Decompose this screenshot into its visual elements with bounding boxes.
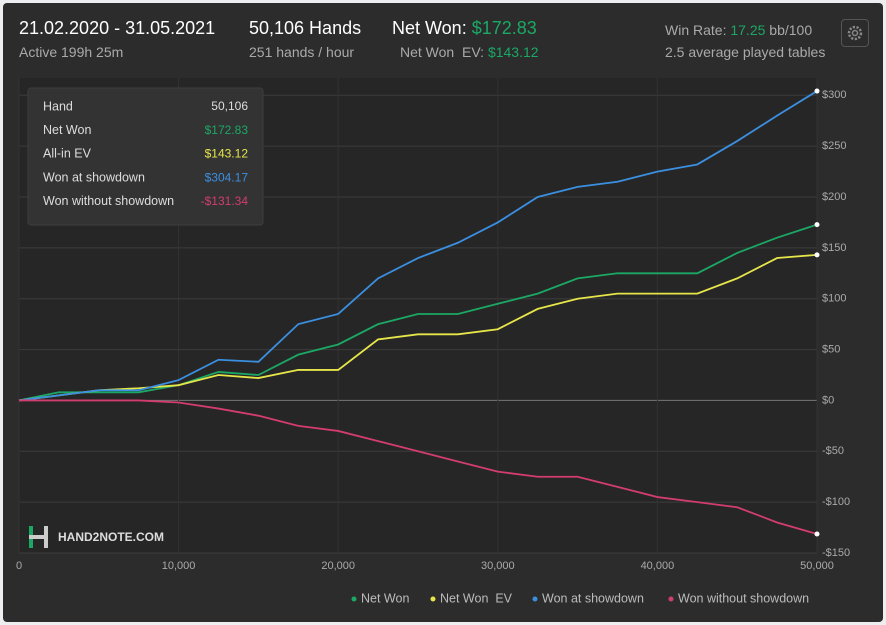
legend-marker — [351, 596, 357, 602]
hands: 50,106 Hands — [249, 18, 362, 38]
rate: 251 hands / hour — [249, 44, 355, 60]
logo-icon — [29, 535, 48, 539]
legend-label: Net Won — [361, 591, 409, 605]
legend-marker — [430, 596, 436, 602]
legend-label: Won without showdown — [678, 591, 809, 605]
x-tick-label: 40,000 — [641, 560, 675, 572]
x-tick-label: 50,000 — [800, 560, 834, 572]
tables: 2.5 average played tables — [665, 44, 826, 60]
y-tick-label: $50 — [822, 343, 840, 355]
tooltip-label: Won at showdown — [43, 170, 145, 184]
x-tick-label: 0 — [16, 560, 22, 572]
end-point — [814, 222, 820, 228]
tooltip-label: Hand — [43, 99, 73, 113]
y-tick-label: $200 — [822, 191, 846, 203]
y-tick-label: $250 — [822, 140, 846, 152]
y-tick-label: -$50 — [822, 445, 844, 457]
gear-icon — [847, 25, 863, 41]
legend-marker — [668, 596, 674, 602]
y-tick-label: $100 — [822, 293, 846, 305]
ev-value: $143.12 — [487, 44, 539, 60]
ev-label: Net Won EV: — [400, 44, 485, 60]
y-tick-label: -$100 — [822, 496, 850, 508]
logo-text: HAND2NOTE.COM — [58, 530, 164, 544]
tooltip-label: Net Won — [43, 123, 91, 137]
tooltip-label: Won without showdown — [43, 194, 174, 208]
y-tick-label: $150 — [822, 242, 846, 254]
y-tick-label: $0 — [822, 394, 834, 406]
series-line — [18, 90, 818, 402]
ev: Net Won EV: $143.12 — [400, 44, 539, 60]
tooltip-value: $143.12 — [205, 147, 249, 161]
y-tick-label: $300 — [822, 89, 846, 101]
win-rate-unit: bb/100 — [769, 22, 813, 38]
settings-button[interactable] — [841, 19, 869, 47]
tooltip-value: 50,106 — [211, 99, 248, 113]
x-tick-label: 20,000 — [321, 560, 355, 572]
x-tick-label: 10,000 — [162, 560, 196, 572]
tooltip-value: -$131.34 — [201, 194, 249, 208]
tooltip-value: $304.17 — [205, 170, 249, 184]
legend-marker — [532, 596, 538, 602]
net-won-value: $172.83 — [471, 18, 537, 38]
series-line — [19, 399, 818, 535]
net-won: Net Won: $172.83 — [392, 18, 537, 39]
tooltip-box — [27, 87, 264, 226]
end-point — [814, 531, 820, 537]
x-tick-label: 30,000 — [481, 560, 515, 572]
tooltip-label: All-in EV — [43, 147, 92, 161]
tooltip-value: $172.83 — [205, 123, 249, 137]
dates: 21.02.2020 - 31.05.2021 — [19, 18, 216, 38]
y-tick-label: -$150 — [822, 547, 850, 559]
active: Active 199h 25m — [19, 44, 124, 60]
net-won-label: Net Won: — [392, 18, 467, 38]
end-point — [814, 88, 820, 94]
end-point — [814, 252, 820, 258]
win-rate: Win Rate: 17.25 bb/100 — [665, 22, 812, 38]
series-line — [18, 223, 818, 402]
win-rate-label: Win Rate: — [665, 22, 727, 38]
legend-label: Won at showdown — [542, 591, 644, 605]
win-rate-value: 17.25 — [730, 22, 766, 38]
legend-label: Net Won EV — [440, 591, 513, 605]
